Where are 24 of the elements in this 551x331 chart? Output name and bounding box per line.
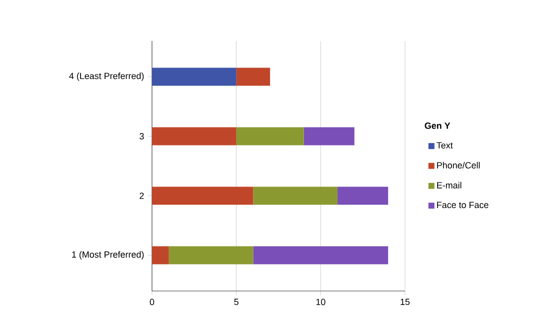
y-tick-label: 3 [140,133,144,140]
legend-title: Gen Y [424,122,450,129]
bar [253,186,338,205]
y-tick-label: 4 (Least Preferred) [69,72,144,81]
bar [304,127,354,146]
bar [236,68,270,86]
x-tick-label: 15 [400,298,410,306]
legend-label: E-mail [437,182,462,188]
x-tick-label: 0 [150,298,154,306]
bar [168,246,254,264]
bar [253,246,388,264]
bar [152,127,236,146]
x-tick-label: 5 [234,298,238,306]
bar [152,68,236,86]
legend-label: Text [436,142,453,148]
bar [236,127,304,146]
y-tick-label: 1 (Most Preferred) [72,251,144,260]
bar [152,186,254,205]
legend-label: Phone/Cell [437,162,480,168]
legend-label: Face to Face [437,202,488,208]
y-tick-label: 2 [140,192,144,199]
bar [152,246,169,264]
bar [338,186,388,205]
x-tick-label: 10 [316,298,326,306]
